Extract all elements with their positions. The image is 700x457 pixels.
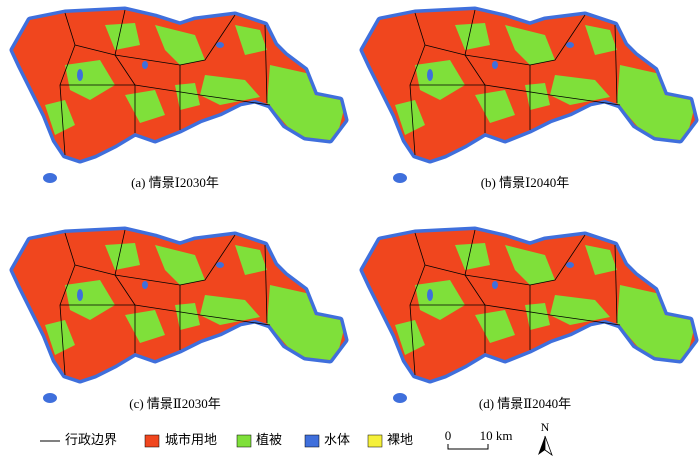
north-arrow: N xyxy=(538,420,553,457)
legend-swatch xyxy=(144,434,160,448)
arrow-shape xyxy=(544,435,553,457)
legend-label: 城市用地 xyxy=(165,432,217,447)
scale-bar: 0 10 km xyxy=(445,428,513,450)
legend-swatch xyxy=(367,434,383,448)
legend-label: 水体 xyxy=(324,432,350,447)
map-panel xyxy=(13,230,345,403)
map-panel xyxy=(363,230,695,403)
arrow-shape xyxy=(538,436,545,455)
caption: (d) 情景Ⅱ2040年 xyxy=(479,396,571,411)
scale-line xyxy=(447,444,489,450)
legend-swatch xyxy=(304,434,320,448)
scale-label: 0 xyxy=(445,428,452,443)
caption: (c) 情景Ⅱ2030年 xyxy=(129,396,221,411)
map-panel xyxy=(363,10,695,183)
north-label: N xyxy=(541,420,550,434)
legend-swatch xyxy=(236,434,252,448)
caption: (a) 情景Ⅰ2030年 xyxy=(131,175,219,190)
legend-label: 植被 xyxy=(256,432,282,447)
legend-label: 行政边界 xyxy=(65,432,117,447)
legend-label: 裸地 xyxy=(387,432,413,447)
legend: 行政边界 城市用地 植被 水体 裸地 xyxy=(40,432,413,448)
map-panel xyxy=(13,10,345,183)
caption: (b) 情景Ⅰ2040年 xyxy=(481,175,570,190)
scale-label: 10 km xyxy=(480,428,513,443)
